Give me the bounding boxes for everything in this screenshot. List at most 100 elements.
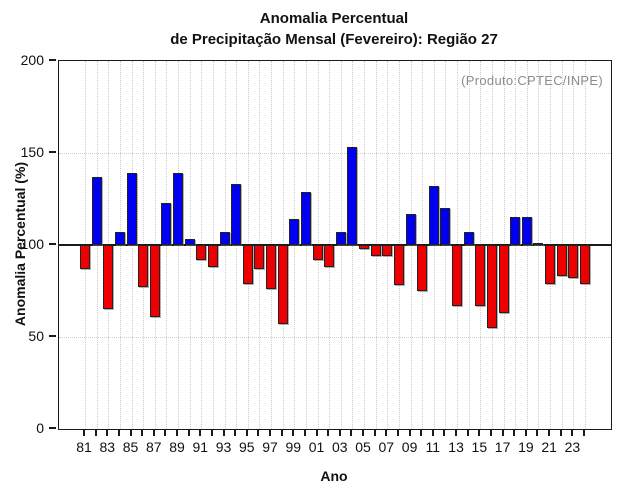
bar-18 <box>510 217 521 245</box>
x-tick <box>164 430 167 436</box>
x-tick <box>501 430 504 436</box>
x-tick <box>315 430 318 436</box>
bar-92 <box>207 245 218 268</box>
bar-10 <box>417 245 428 291</box>
bar-07 <box>382 245 393 257</box>
x-tick <box>141 430 144 436</box>
bar-91 <box>196 245 207 260</box>
bar-87 <box>149 245 160 317</box>
bar-13 <box>452 245 463 306</box>
x-tick <box>559 430 562 436</box>
y-tick-label: 200 <box>20 52 44 68</box>
bar-21 <box>545 245 556 284</box>
x-tick <box>338 430 341 436</box>
bar-15 <box>475 245 486 306</box>
x-tick-label: 93 <box>215 439 232 455</box>
chart-title: Anomalia Percentual de Precipitação Mens… <box>58 8 610 50</box>
bar-96 <box>254 245 265 269</box>
x-tick <box>536 430 539 436</box>
y-tick <box>49 427 56 429</box>
x-tick-label: 19 <box>518 439 534 455</box>
x-tick <box>106 430 109 436</box>
h-gridline <box>59 153 611 154</box>
y-tick-label: 150 <box>20 144 44 160</box>
x-tick <box>292 430 295 436</box>
y-axis-title: Anomalia Percentual (%) <box>12 161 28 327</box>
x-tick <box>408 430 411 436</box>
bar-90 <box>184 239 195 245</box>
x-tick <box>176 430 179 436</box>
x-tick <box>83 430 85 436</box>
bar-11 <box>428 186 439 245</box>
x-tick <box>117 430 120 436</box>
x-tick <box>94 430 97 436</box>
bar-88 <box>161 202 172 245</box>
baseline-100-line <box>59 244 611 246</box>
bar-81 <box>80 245 90 269</box>
x-tick <box>280 430 283 436</box>
x-tick <box>489 430 492 436</box>
x-tick <box>583 430 585 436</box>
bar-12 <box>440 208 451 245</box>
bar-02 <box>324 245 335 268</box>
x-tick-label: 23 <box>564 439 581 455</box>
bar-93 <box>219 232 230 245</box>
bar-24 <box>580 245 590 284</box>
x-tick-label: 89 <box>169 439 185 455</box>
x-tick <box>396 430 399 436</box>
x-tick <box>303 430 306 436</box>
x-tick-label: 21 <box>541 439 557 455</box>
x-tick <box>210 430 213 436</box>
x-tick <box>129 430 132 436</box>
x-tick-label: 81 <box>76 439 92 455</box>
bar-98 <box>277 245 288 325</box>
x-tick <box>373 430 376 436</box>
y-tick <box>49 335 56 337</box>
bar-86 <box>138 245 149 288</box>
x-tick-label: 01 <box>308 439 325 455</box>
x-tick-label: 11 <box>425 439 441 455</box>
x-tick <box>524 430 527 436</box>
bar-03 <box>335 232 346 245</box>
bar-05 <box>359 245 370 249</box>
x-tick <box>362 430 365 436</box>
bar-99 <box>289 219 300 245</box>
bar-14 <box>463 232 474 245</box>
x-axis-title: Ano <box>320 468 348 484</box>
x-tick-label: 99 <box>285 439 302 455</box>
x-tick <box>327 430 330 436</box>
y-tick <box>49 243 56 245</box>
x-tick <box>455 430 458 436</box>
x-tick <box>571 430 574 436</box>
plot-area: (Produto:CPTEC/INPE) <box>58 60 612 430</box>
x-tick-label: 15 <box>471 439 488 455</box>
y-tick-label: 50 <box>28 328 44 344</box>
x-tick-label: 97 <box>262 439 278 455</box>
x-tick-label: 05 <box>355 439 371 455</box>
x-tick <box>548 430 551 436</box>
h-gridline <box>59 337 611 338</box>
x-tick-label: 95 <box>238 439 255 455</box>
bar-01 <box>312 245 323 260</box>
x-tick-label: 13 <box>448 439 464 455</box>
bar-22 <box>556 245 567 277</box>
x-tick <box>269 430 272 436</box>
x-tick <box>152 430 155 436</box>
bar-85 <box>126 173 137 245</box>
x-tick <box>257 430 260 436</box>
x-tick-label: 87 <box>145 439 162 455</box>
bar-17 <box>498 245 509 314</box>
bar-95 <box>242 245 253 284</box>
bar-94 <box>231 184 242 245</box>
bar-16 <box>486 245 497 328</box>
y-tick <box>49 151 56 153</box>
y-tick <box>49 59 56 61</box>
x-tick-label: 03 <box>332 439 348 455</box>
bar-08 <box>393 245 404 286</box>
bar-04 <box>347 147 358 245</box>
chart-title-line1: Anomalia Percentual <box>259 10 409 27</box>
bar-83 <box>103 245 114 310</box>
x-tick-label: 91 <box>192 439 209 455</box>
y-tick-label: 0 <box>36 420 44 436</box>
